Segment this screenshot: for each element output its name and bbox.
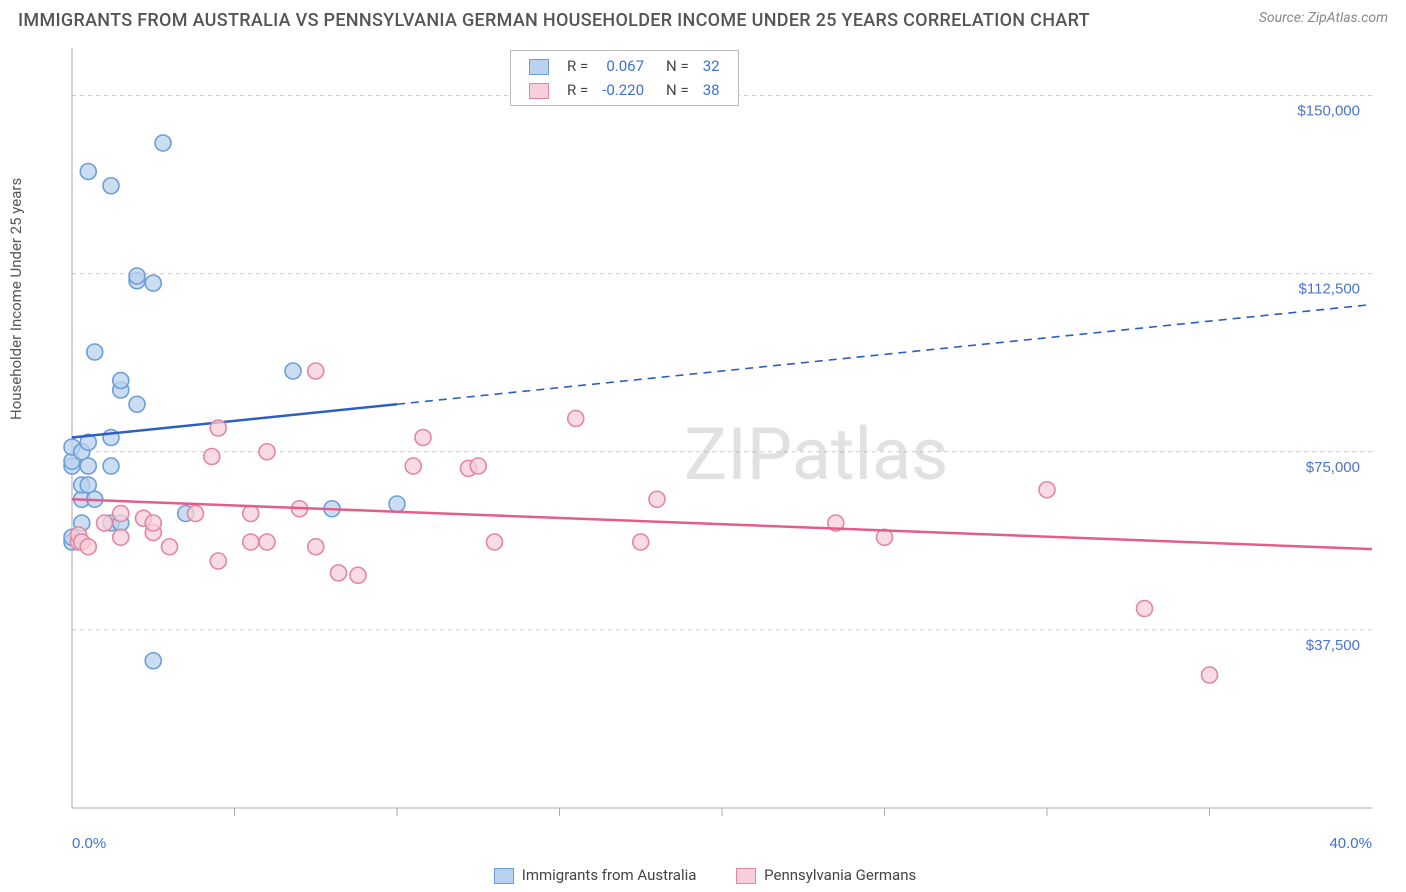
legend-r-value: 0.067 — [596, 55, 650, 77]
legend-item: Pennsylvania Germans — [736, 866, 916, 884]
legend-n-value: 32 — [697, 55, 726, 77]
legend-swatch — [494, 868, 514, 884]
svg-text:$75,000: $75,000 — [1306, 459, 1360, 476]
legend-swatch — [529, 59, 549, 75]
legend-r-label: R = — [561, 55, 594, 77]
source-attribution: Source: ZipAtlas.com — [1259, 10, 1388, 26]
legend-r-label: R = — [561, 79, 594, 101]
svg-text:$37,500: $37,500 — [1306, 637, 1360, 654]
svg-text:$150,000: $150,000 — [1297, 103, 1360, 120]
legend-n-label: N = — [652, 55, 695, 77]
correlation-legend: R =0.067N =32 R =-0.220N =38 — [510, 50, 739, 106]
svg-text:40.0%: 40.0% — [1329, 835, 1372, 852]
legend-item: Immigrants from Australia — [494, 866, 696, 884]
scatter-plot-svg: $37,500 $75,000 $112,500 $150,000 0.0% 40.0% — [54, 42, 1390, 862]
chart-area: $37,500$75,000$112,500$150,0000.0%40.0% … — [54, 42, 1390, 832]
chart-title: IMMIGRANTS FROM AUSTRALIA VS PENNSYLVANI… — [18, 10, 1090, 31]
svg-text:0.0%: 0.0% — [72, 835, 106, 852]
legend-n-value: 38 — [697, 79, 726, 101]
legend-r-value: -0.220 — [596, 79, 650, 101]
y-axis-label: Householder Income Under 25 years — [7, 178, 25, 420]
legend-swatch — [529, 83, 549, 99]
svg-text:$112,500: $112,500 — [1299, 281, 1360, 298]
legend-label: Immigrants from Australia — [522, 866, 697, 884]
legend-n-label: N = — [652, 79, 695, 101]
legend-label: Pennsylvania Germans — [764, 866, 916, 884]
legend-swatch — [736, 868, 756, 884]
series-legend: Immigrants from Australia Pennsylvania G… — [494, 866, 916, 884]
